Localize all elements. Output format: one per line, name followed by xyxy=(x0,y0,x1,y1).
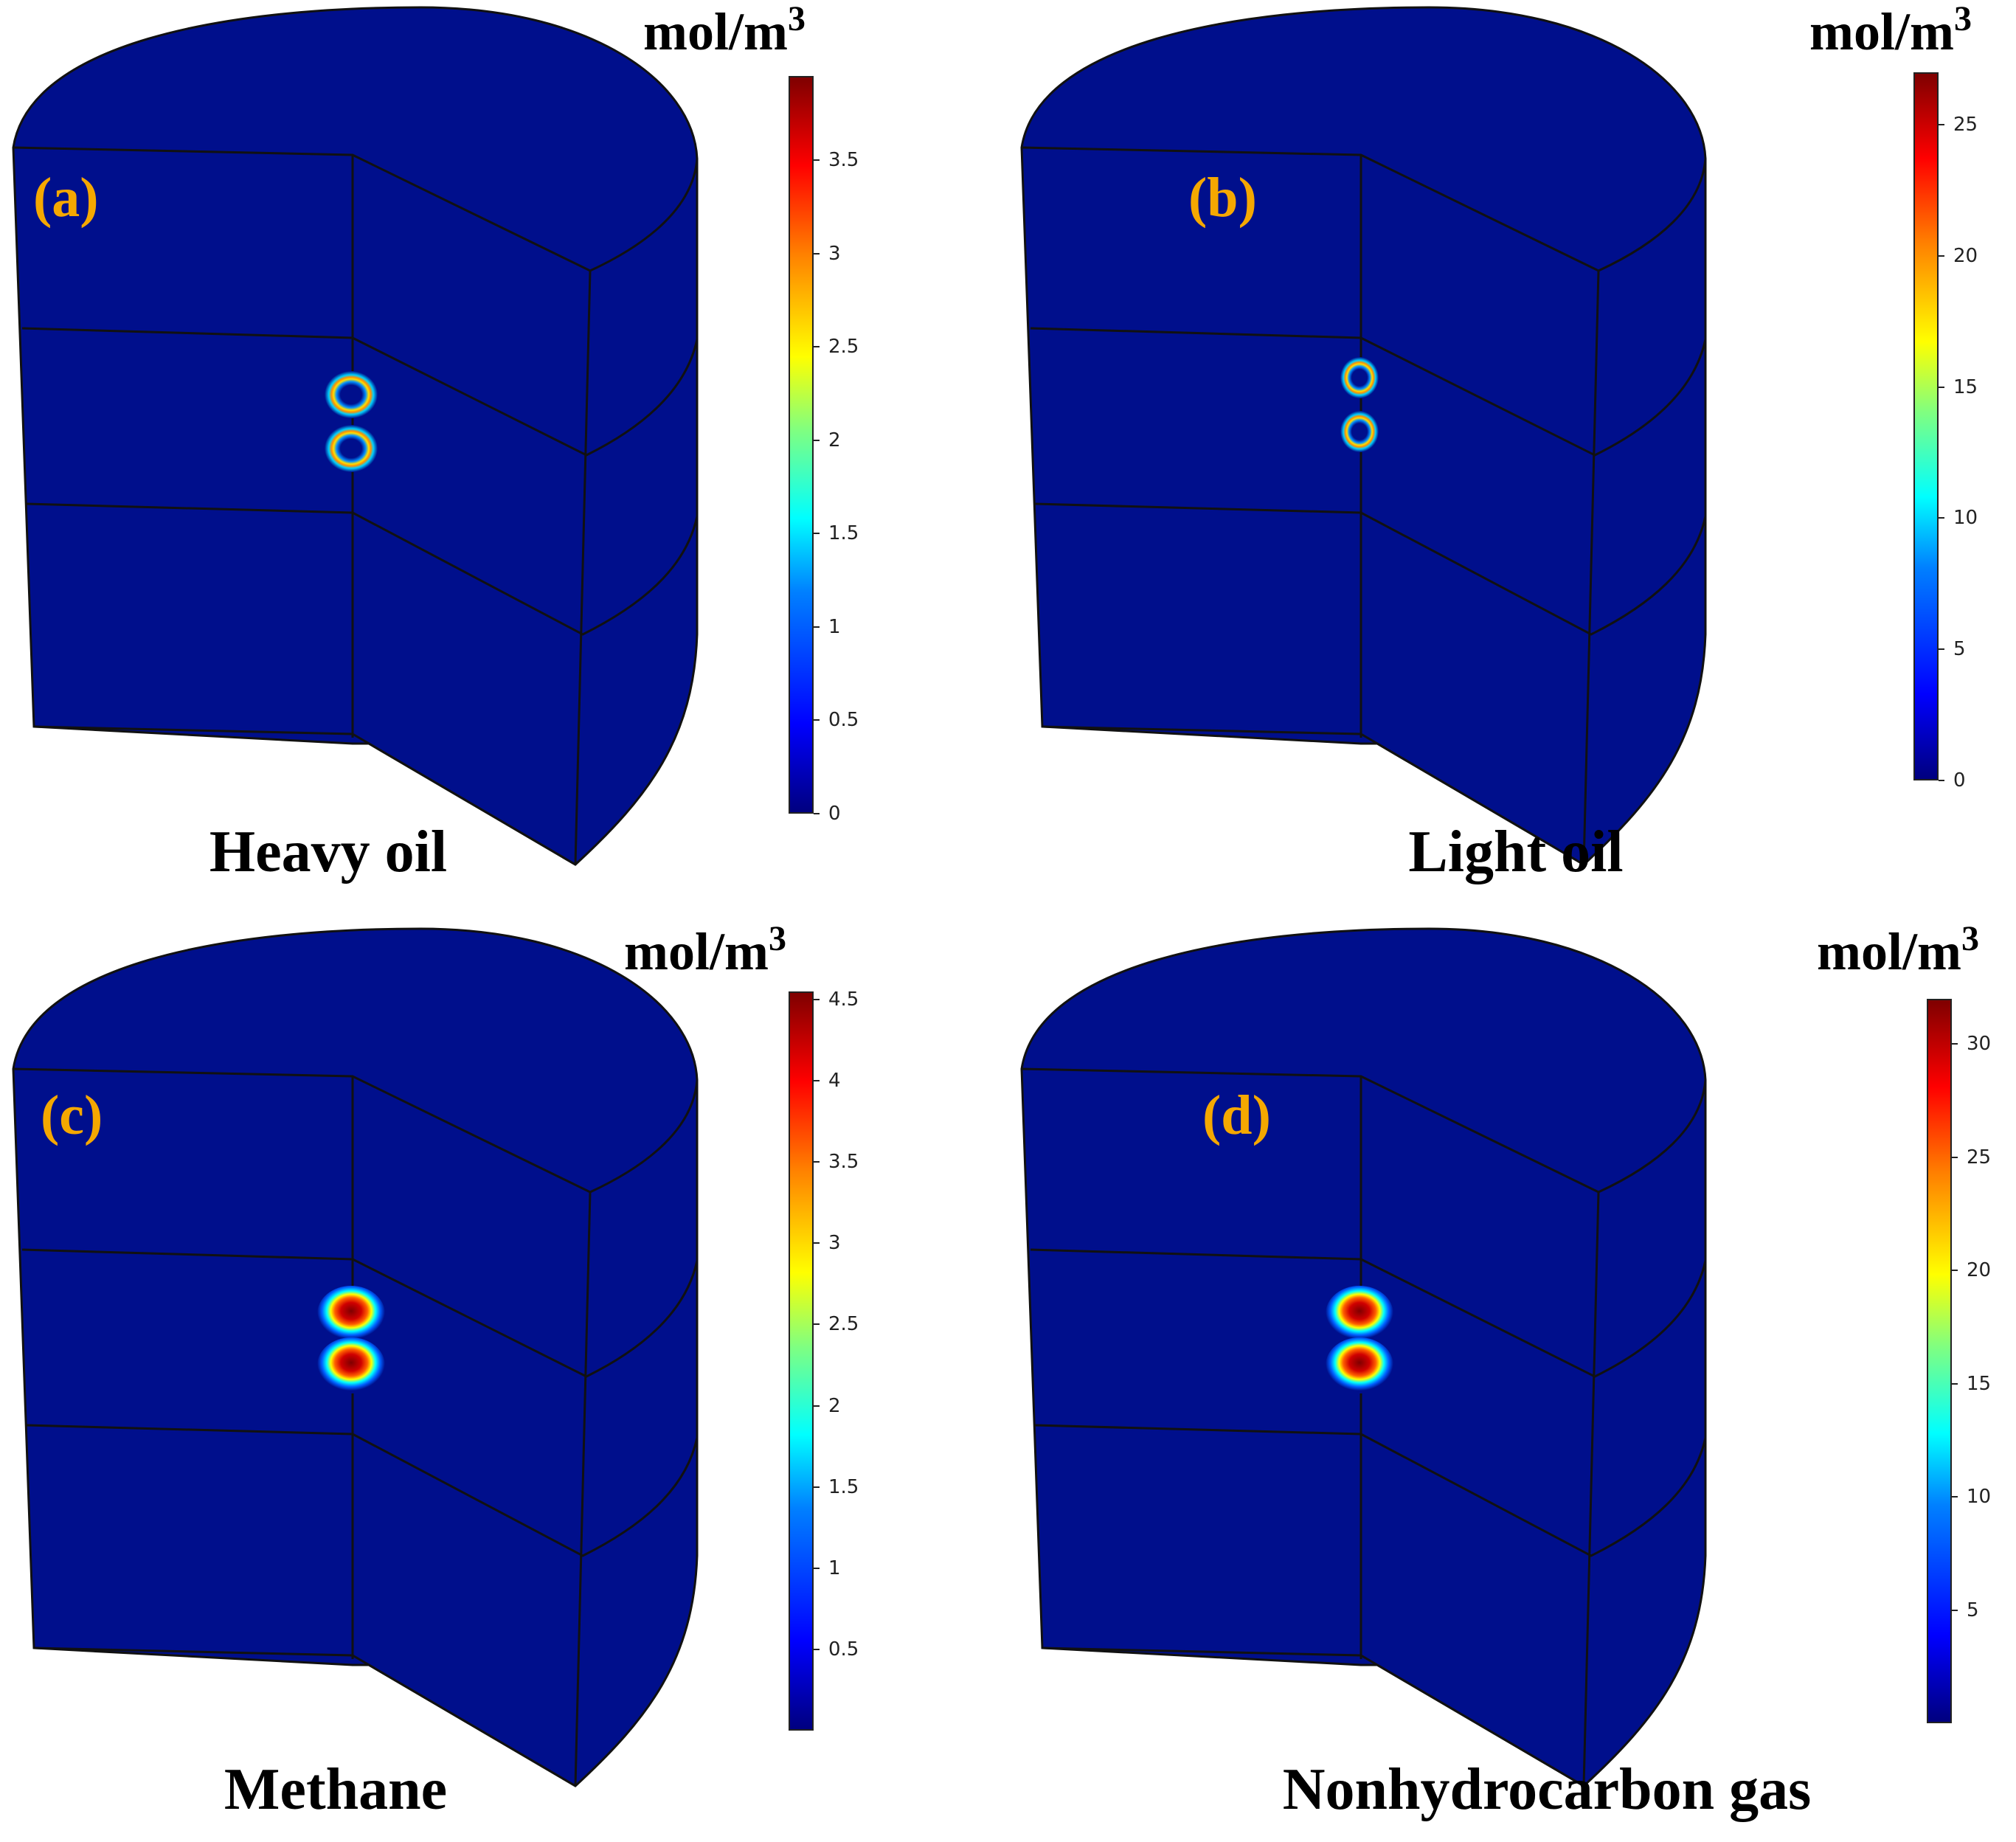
concentration-hotspots xyxy=(325,371,378,472)
colorbar-tick-mark xyxy=(814,1323,820,1326)
colorbar-tick-label: 10 xyxy=(1953,507,1978,530)
colorbar-tick-label: 0 xyxy=(1953,769,1966,792)
colorbar-tick-label: 2.5 xyxy=(828,336,859,359)
colorbar-tick-mark xyxy=(1939,124,1944,126)
colorbar-tick-mark xyxy=(814,1405,820,1407)
panel-c: (c) Methane mol/m3 0.5 1 1.5 2 2.5 3 3.5 4 4.5 xyxy=(0,921,1008,1842)
colorbar-unit: mol/m3 xyxy=(1809,0,1972,62)
colorbar-tick-label: 20 xyxy=(1967,1259,1992,1282)
colorbar-tick-mark xyxy=(1939,648,1944,651)
colorbar xyxy=(789,991,814,1731)
hotspot xyxy=(1326,1286,1393,1342)
colorbar-tick-label: 2.5 xyxy=(828,1313,859,1336)
colorbar-tick-label: 4.5 xyxy=(828,988,859,1011)
colorbar-tick-mark xyxy=(814,439,820,441)
panel-title: Heavy oil xyxy=(209,820,448,884)
colorbar-tick-label: 10 xyxy=(1967,1486,1992,1509)
cylinder-model xyxy=(12,927,699,1787)
colorbar-tick-mark xyxy=(1952,1609,1958,1611)
colorbar-unit: mol/m3 xyxy=(1817,919,1979,982)
colorbar-tick-mark xyxy=(814,1080,820,1082)
panel-title: Light oil xyxy=(1408,820,1624,884)
colorbar-tick-mark xyxy=(1952,1382,1958,1385)
colorbar-tick-label: 0 xyxy=(828,803,841,825)
colorbar xyxy=(1913,72,1939,780)
concentration-hotspots xyxy=(1340,357,1379,452)
colorbar-tick-label: 3 xyxy=(828,1232,841,1255)
panel-letter: (c) xyxy=(41,1084,103,1146)
colorbar-tick-mark xyxy=(814,346,820,348)
colorbar-tick-label: 1 xyxy=(828,615,841,638)
cylinder-model xyxy=(12,6,699,866)
colorbar-tick-label: 1.5 xyxy=(828,522,859,545)
colorbar-tick-label: 0.5 xyxy=(828,1638,859,1661)
panel-letter: (a) xyxy=(33,167,99,229)
panel-title: Methane xyxy=(224,1757,448,1822)
colorbar-tick-mark xyxy=(814,813,820,814)
colorbar-tick-label: 15 xyxy=(1953,375,1978,398)
colorbar-tick-mark xyxy=(1939,517,1944,519)
colorbar xyxy=(789,76,814,814)
colorbar-tick-mark xyxy=(814,1567,820,1569)
cylinder-model xyxy=(1020,927,1707,1787)
panel-letter: (d) xyxy=(1202,1084,1271,1146)
colorbar-tick-mark xyxy=(814,626,820,628)
colorbar-tick-mark xyxy=(1939,386,1944,388)
colorbar-tick-mark xyxy=(814,719,820,721)
colorbar-tick-mark xyxy=(1952,1043,1958,1045)
hotspot-ring xyxy=(1340,411,1379,452)
colorbar-tick-mark xyxy=(814,1161,820,1163)
colorbar xyxy=(1927,999,1952,1723)
colorbar-tick-mark xyxy=(1952,1270,1958,1272)
hotspot-ring xyxy=(325,371,378,418)
colorbar-tick-label: 3.5 xyxy=(828,148,859,171)
colorbar-unit: mol/m3 xyxy=(643,0,806,62)
cylinder-model xyxy=(1020,6,1707,866)
colorbar-tick-mark xyxy=(814,1648,820,1650)
hotspot-ring xyxy=(1340,357,1379,398)
colorbar-unit: mol/m3 xyxy=(624,919,786,982)
colorbar-tick-mark xyxy=(814,999,820,1000)
colorbar-tick-mark xyxy=(814,1242,820,1244)
colorbar-tick-mark xyxy=(1952,1156,1958,1158)
colorbar-tick-mark xyxy=(814,252,820,255)
colorbar-tick-mark xyxy=(1952,1496,1958,1498)
panel-letter: (b) xyxy=(1188,167,1257,229)
colorbar-tick-mark xyxy=(1939,255,1944,257)
colorbar-tick-label: 3.5 xyxy=(828,1151,859,1174)
colorbar-tick-label: 25 xyxy=(1967,1146,1992,1168)
panel-a: (a) Heavy oil mol/m3 0 0.5 1 1.5 2 2.5 3 3.5 xyxy=(0,0,1008,921)
colorbar-tick-label: 5 xyxy=(1967,1599,1979,1621)
colorbar-tick-label: 25 xyxy=(1953,114,1978,136)
colorbar-tick-mark xyxy=(814,1486,820,1488)
colorbar-tick-mark xyxy=(814,159,820,161)
hotspot xyxy=(1326,1337,1393,1393)
colorbar-tick-mark xyxy=(1939,780,1944,781)
panel-b: (b) Light oil mol/m3 0 5 10 15 20 25 xyxy=(1008,0,2016,921)
hotspot xyxy=(317,1286,385,1342)
colorbar-tick-label: 1.5 xyxy=(828,1475,859,1498)
panel-title: Nonhydrocarbon gas xyxy=(1282,1757,1812,1822)
colorbar-tick-label: 0.5 xyxy=(828,709,859,732)
colorbar-tick-label: 4 xyxy=(828,1070,841,1093)
hotspot xyxy=(317,1337,385,1393)
panel-d: (d) Nonhydrocarbon gas mol/m3 5 10 15 20 25 3… xyxy=(1008,921,2016,1842)
colorbar-tick-label: 2 xyxy=(828,1394,841,1417)
colorbar-tick-label: 20 xyxy=(1953,244,1978,267)
colorbar-tick-mark xyxy=(814,533,820,535)
hotspot-ring xyxy=(325,425,378,472)
colorbar-tick-label: 2 xyxy=(828,429,841,451)
colorbar-tick-label: 3 xyxy=(828,242,841,265)
colorbar-tick-label: 1 xyxy=(828,1557,841,1579)
colorbar-tick-label: 30 xyxy=(1967,1033,1992,1056)
concentration-hotspots xyxy=(1326,1286,1393,1393)
concentration-hotspots xyxy=(317,1286,385,1393)
colorbar-tick-label: 5 xyxy=(1953,638,1966,661)
colorbar-tick-label: 15 xyxy=(1967,1372,1992,1395)
